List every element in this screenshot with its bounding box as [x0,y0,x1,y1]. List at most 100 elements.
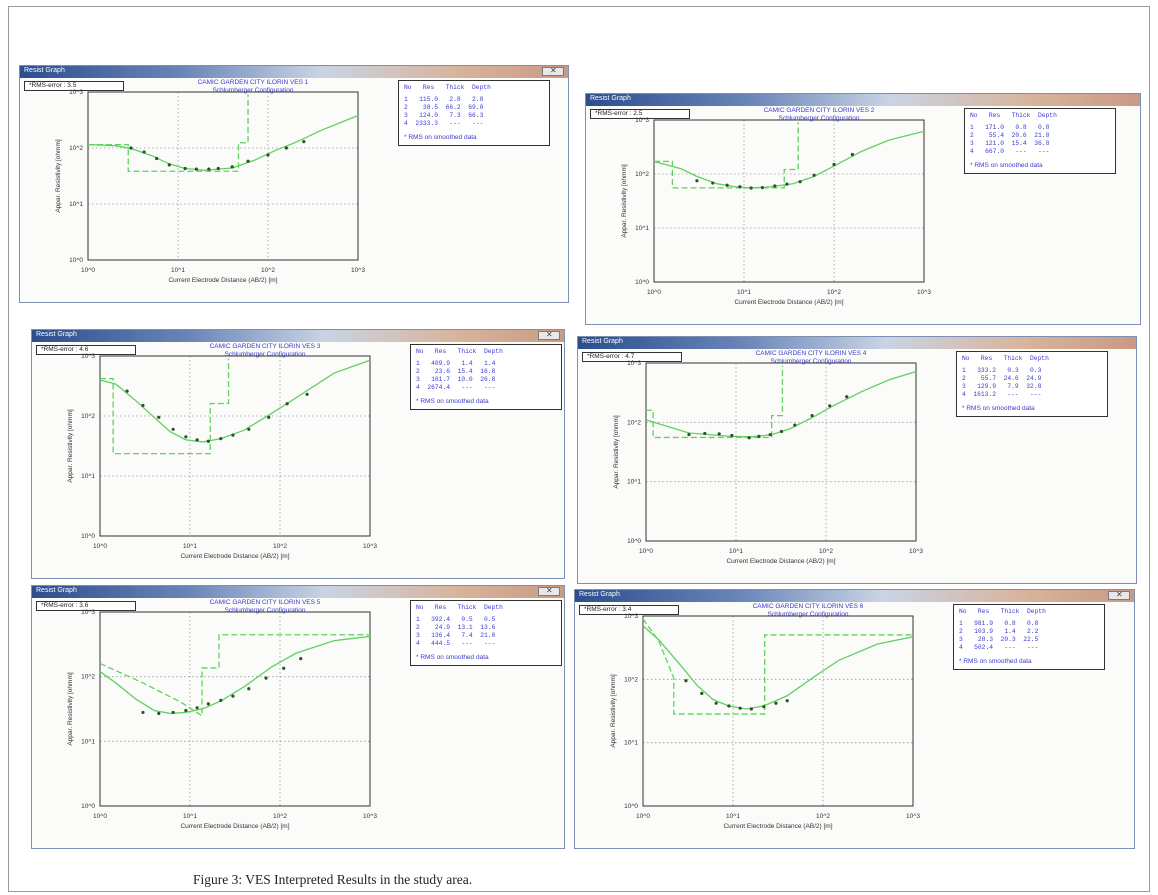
close-button[interactable]: ✕ [538,330,560,340]
window-title: Resist Graph [36,587,77,594]
observed-point [714,701,718,705]
plot-subtitle: Schlumberger Configuration [212,87,294,94]
observed-point [157,415,161,419]
observed-point [184,435,188,439]
window-titlebar: Resist Graph ✕ [32,330,564,342]
plot-frame [645,362,917,542]
resist-graph-window: Resist Graph ✕ *RMS-error : 3.4 CAMIC GARDE… [574,589,1135,849]
plot-subtitle: Schlumberger Configuration [770,358,852,365]
layer-table: No Res Thick Depth 1 981.9 0.8 0.8 2 103.9… [953,604,1105,670]
y-tick-label: 10^2 [69,145,83,152]
close-button[interactable]: ✕ [542,66,564,76]
y-axis-label: Appar. Resistivity [ohmm] [621,164,628,238]
observed-point [183,166,187,171]
observed-point [757,434,761,438]
observed-point [207,167,211,171]
y-tick-label: 10^2 [624,676,638,683]
layer-table-row: 2 55.4 20.6 21.8 [970,132,1050,139]
window-titlebar: Resist Graph ✕ [575,590,1134,602]
observed-point [828,404,832,408]
x-tick-label: 10^1 [183,543,197,550]
observed-point [845,395,849,399]
window-titlebar: Resist Graph [586,94,1140,106]
observed-point [779,429,784,434]
layer-table-header: No Res Thick Depth [970,112,1057,119]
observed-point [219,698,223,702]
observed-point [695,179,699,183]
observed-point [832,162,836,167]
layer-table-row: 4 1613.2 --- --- [962,391,1042,398]
resist-graph-window: Resist Graph *RMS-error : 4.7 CAMIC GARDEN… [577,336,1137,584]
plot-title-text: CAMIC GARDEN CITY ILORIN VES 5 [209,599,321,606]
observed-point [230,165,234,169]
observed-point [798,180,802,184]
layer-table-header: No Res Thick Depth [416,604,503,611]
layer-table-row: 2 55.7 24.6 24.9 [962,375,1042,382]
y-tick-label: 10^1 [81,738,95,745]
sounding-plot: 10^0 10^0 10^1 10^1 10^2 10^2 10^3 10^3 Current … [55,89,365,284]
x-tick-label: 10^0 [636,813,650,820]
observed-point [264,676,268,680]
sounding-plot: 10^0 10^0 10^1 10^1 10^2 10^2 10^3 10^3 Current … [610,613,920,830]
window-title: Resist Graph [36,331,77,338]
close-button[interactable]: ✕ [538,586,560,596]
close-icon: ✕ [550,66,557,75]
layer-table-note: * RMS on smoothed data [970,162,1043,169]
layer-model-line [99,634,370,717]
sounding-plot: 10^0 10^0 10^1 10^1 10^2 10^2 10^3 10^3 Current … [613,360,923,565]
layer-table-row: 2 38.5 66.2 69.0 [404,104,484,111]
observed-point [267,415,271,419]
layer-table-row: 1 392.4 0.5 0.5 [416,616,496,623]
model-curve [653,130,925,189]
layer-table-row: 4 444.5 --- --- [416,640,496,647]
x-tick-label: 10^1 [726,813,740,820]
observed-point [793,423,797,427]
y-tick-label: 10^0 [81,533,95,540]
figure-frame: Resist Graph ✕ *RMS-error : 3.5 CAMIC GARDE… [8,6,1150,892]
plot-title: CAMIC GARDEN CITY ILORIN VES 6 Schlumberg… [683,603,933,619]
observed-point [711,181,715,185]
sounding-plot: 10^0 10^0 10^1 10^1 10^2 10^2 10^3 10^3 Current … [621,117,931,306]
layer-table-row: 3 124.0 7.3 66.3 [404,112,484,119]
observed-point [703,431,707,436]
sounding-plot: 10^0 10^0 10^1 10^1 10^2 10^2 10^3 10^3 Current … [67,609,377,830]
layer-table-row: 3 161.7 10.0 26.8 [416,376,496,383]
observed-point [812,173,816,177]
window-title: Resist Graph [590,95,631,102]
layer-table-row: 4 502.4 --- --- [959,644,1039,651]
plot-frame [99,355,371,537]
y-tick-label: 10^2 [81,674,95,681]
close-button[interactable]: ✕ [1108,590,1130,600]
plot-title: CAMIC GARDEN CITY ILORIN VES 1 Schlumberg… [128,79,378,95]
observed-point [194,167,198,171]
x-tick-label: 10^1 [183,813,197,820]
y-tick-label: 10^1 [627,479,641,486]
y-tick-label: 10^3 [69,89,83,96]
observed-point [247,687,251,691]
resist-graph-window: Resist Graph ✕ *RMS-error : 3.5 CAMIC GARDE… [19,65,569,303]
observed-point [155,156,159,161]
plot-title-text: CAMIC GARDEN CITY ILORIN VES 3 [209,343,321,350]
observed-point [167,163,171,167]
x-tick-label: 10^3 [363,813,377,820]
x-tick-label: 10^0 [81,267,95,274]
observed-point [125,389,129,393]
layer-table-row: 1 115.0 2.8 2.8 [404,96,484,103]
observed-point [749,186,753,190]
observed-point [247,427,251,431]
layer-table-note: * RMS on smoothed data [962,405,1035,412]
y-tick-label: 10^1 [624,740,638,747]
layer-table-note: * RMS on smoothed data [959,658,1032,665]
observed-point [141,403,145,408]
y-tick-label: 10^3 [624,613,638,620]
observed-point [184,708,188,713]
y-axis-label: Appar. Resistivity [ohmm] [55,139,62,213]
y-axis-label: Appar. Resistivity [ohmm] [610,674,617,748]
plot-frame [642,615,914,807]
rms-error-box: *RMS-error : 4.7 [582,352,682,362]
y-tick-label: 10^1 [635,225,649,232]
observed-point [762,705,766,709]
observed-point [171,427,175,431]
layer-table-row: 4 667.0 --- --- [970,148,1050,155]
observed-point [738,706,742,710]
